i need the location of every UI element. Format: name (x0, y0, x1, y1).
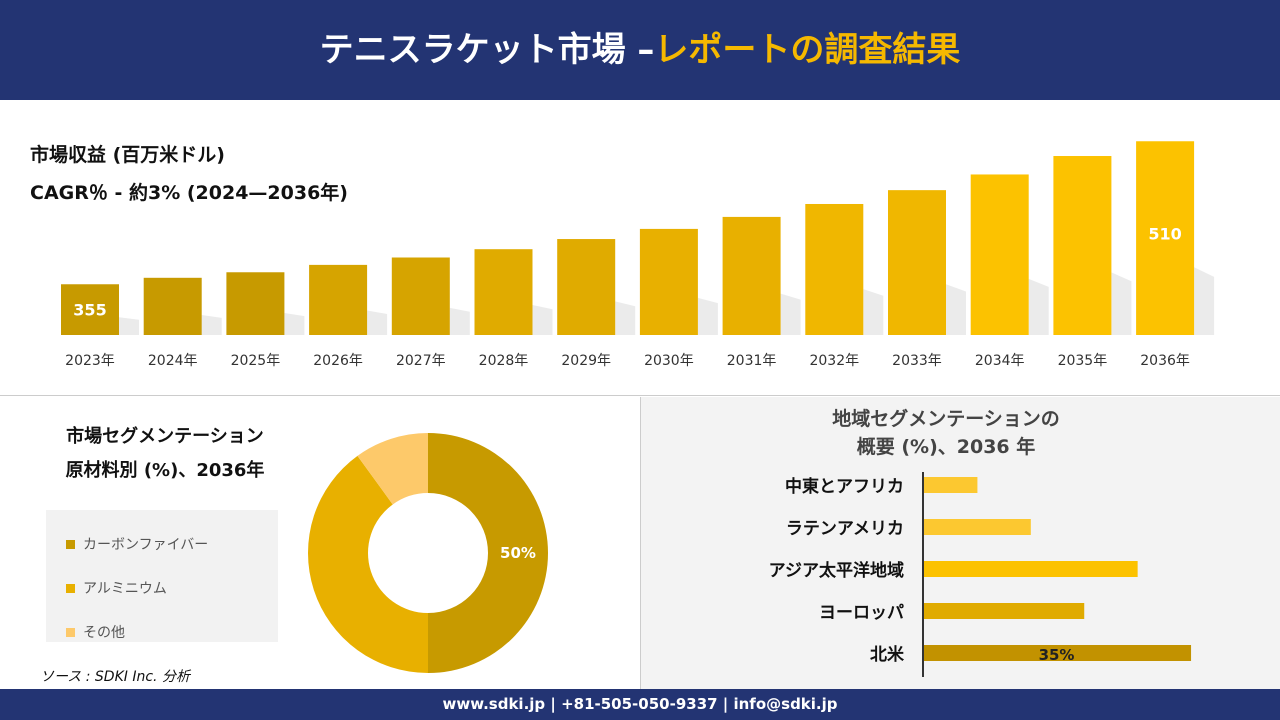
y-tick-label: 中東とアフリカ (785, 476, 904, 497)
title-highlight: レポートの調査結果 (654, 30, 961, 70)
revenue-bar (970, 174, 1029, 335)
revenue-bar (1053, 156, 1112, 335)
header-banner: テニスラケット市場 –レポートの調査結果 (0, 0, 1280, 100)
legend-label: アルミニウム (83, 581, 167, 597)
x-tick-label: 2029年 (561, 353, 611, 369)
revenue-bar (474, 249, 533, 335)
x-tick-label: 2026年 (313, 353, 363, 369)
region-bar (924, 477, 978, 493)
data-label: 510 (1148, 224, 1181, 243)
footer-contact: www.sdki.jp | +81-505-050-9337 | info@sd… (0, 689, 1280, 720)
bar-shadow (1028, 278, 1049, 335)
y-tick-label: ラテンアメリカ (786, 519, 904, 539)
region-title-line1: 地域セグメンテーションの (832, 408, 1060, 430)
region-bar (924, 561, 1138, 577)
x-tick-label: 2033年 (892, 353, 942, 369)
legend-swatch (66, 583, 75, 593)
bar-shadow (367, 310, 388, 335)
material-donut-chart: 50% (307, 433, 548, 673)
bar-shadow (201, 314, 222, 335)
legend-swatch (66, 627, 75, 637)
x-tick-label: 2028年 (479, 353, 529, 369)
bar-shadow (780, 293, 801, 335)
divider (0, 395, 1280, 396)
bar-shadow (284, 313, 305, 335)
legend-item: カーボンファイバー (66, 522, 278, 566)
donut-slice (357, 433, 428, 505)
x-tick-label: 2024年 (148, 353, 198, 369)
bar-shadow (697, 297, 718, 335)
data-label: 35% (1039, 646, 1075, 664)
legend-swatch (66, 539, 75, 549)
revenue-bar (639, 228, 698, 335)
revenue-bar (722, 216, 781, 335)
region-title-line2: 概要 (%)、2036 年 (856, 436, 1036, 458)
bar-shadow (119, 317, 139, 335)
y-tick-label: アジア太平洋地域 (769, 560, 904, 581)
revenue-bar (226, 272, 285, 335)
x-tick-label: 2034年 (975, 353, 1025, 369)
revenue-cagr: CAGR％ - 約3% (2024—2036年) (30, 182, 348, 204)
x-tick-label: 2036年 (1140, 353, 1190, 369)
title-main: テニスラケット市場 – (319, 30, 655, 70)
legend-item: アルミニウム (66, 566, 278, 610)
revenue-bar-chart: 2023年 355 2024年 2025年 2026年 2027年 2028年 2029年 20… (61, 141, 1215, 369)
bar-shadow (615, 301, 636, 335)
bar-shadow (863, 289, 884, 335)
x-tick-label: 2031年 (727, 353, 777, 369)
revenue-title: 市場収益 (百万米ドル) (30, 144, 225, 166)
x-tick-label: 2025年 (231, 353, 281, 369)
bar-shadow (1111, 272, 1132, 335)
revenue-bar (557, 239, 616, 335)
region-panel: 地域セグメンテーションの 概要 (%)、2036 年 中東とアフリカ ラテンアメリカ… (640, 397, 1280, 689)
data-label: 355 (73, 301, 106, 320)
legend-label: カーボンファイバー (83, 537, 209, 553)
x-tick-label: 2030年 (644, 353, 694, 369)
revenue-bar (805, 203, 864, 335)
revenue-bar (1136, 141, 1195, 335)
material-title-line1: 市場セグメンテーション (66, 426, 264, 447)
legend-label: その他 (83, 625, 125, 641)
x-tick-label: 2023年 (65, 353, 115, 369)
revenue-bar (61, 284, 119, 335)
material-legend: カーボンファイバー アルミニウム その他 (46, 510, 278, 642)
revenue-bar (888, 190, 946, 335)
x-tick-label: 2035年 (1058, 353, 1108, 369)
data-label: 50% (500, 544, 536, 562)
bar-shadow (946, 284, 966, 335)
material-title: 市場セグメンテーション 原材料別 (%)、2036年 (30, 420, 300, 488)
y-tick-label: ヨーロッパ (819, 603, 904, 623)
source-note: ソース : SDKI Inc. 分析 (40, 669, 190, 685)
x-tick-label: 2027年 (396, 353, 446, 369)
bar-shadow (449, 307, 470, 335)
region-bar (924, 645, 1192, 661)
material-title-line2: 原材料別 (%)、2036年 (65, 460, 265, 481)
bar-shadow (1194, 267, 1215, 335)
revenue-bar (143, 277, 202, 335)
bar-shadow (532, 304, 553, 335)
region-bar (924, 603, 1085, 619)
donut-slice (428, 433, 548, 673)
donut-slice (307, 455, 428, 673)
y-tick-label: 北米 (870, 644, 905, 665)
region-title: 地域セグメンテーションの 概要 (%)、2036 年 (776, 405, 1116, 461)
revenue-bar (309, 264, 368, 335)
x-tick-label: 2032年 (809, 353, 859, 369)
legend-item: その他 (66, 610, 278, 654)
revenue-bar (391, 257, 450, 335)
region-bar (924, 519, 1031, 535)
